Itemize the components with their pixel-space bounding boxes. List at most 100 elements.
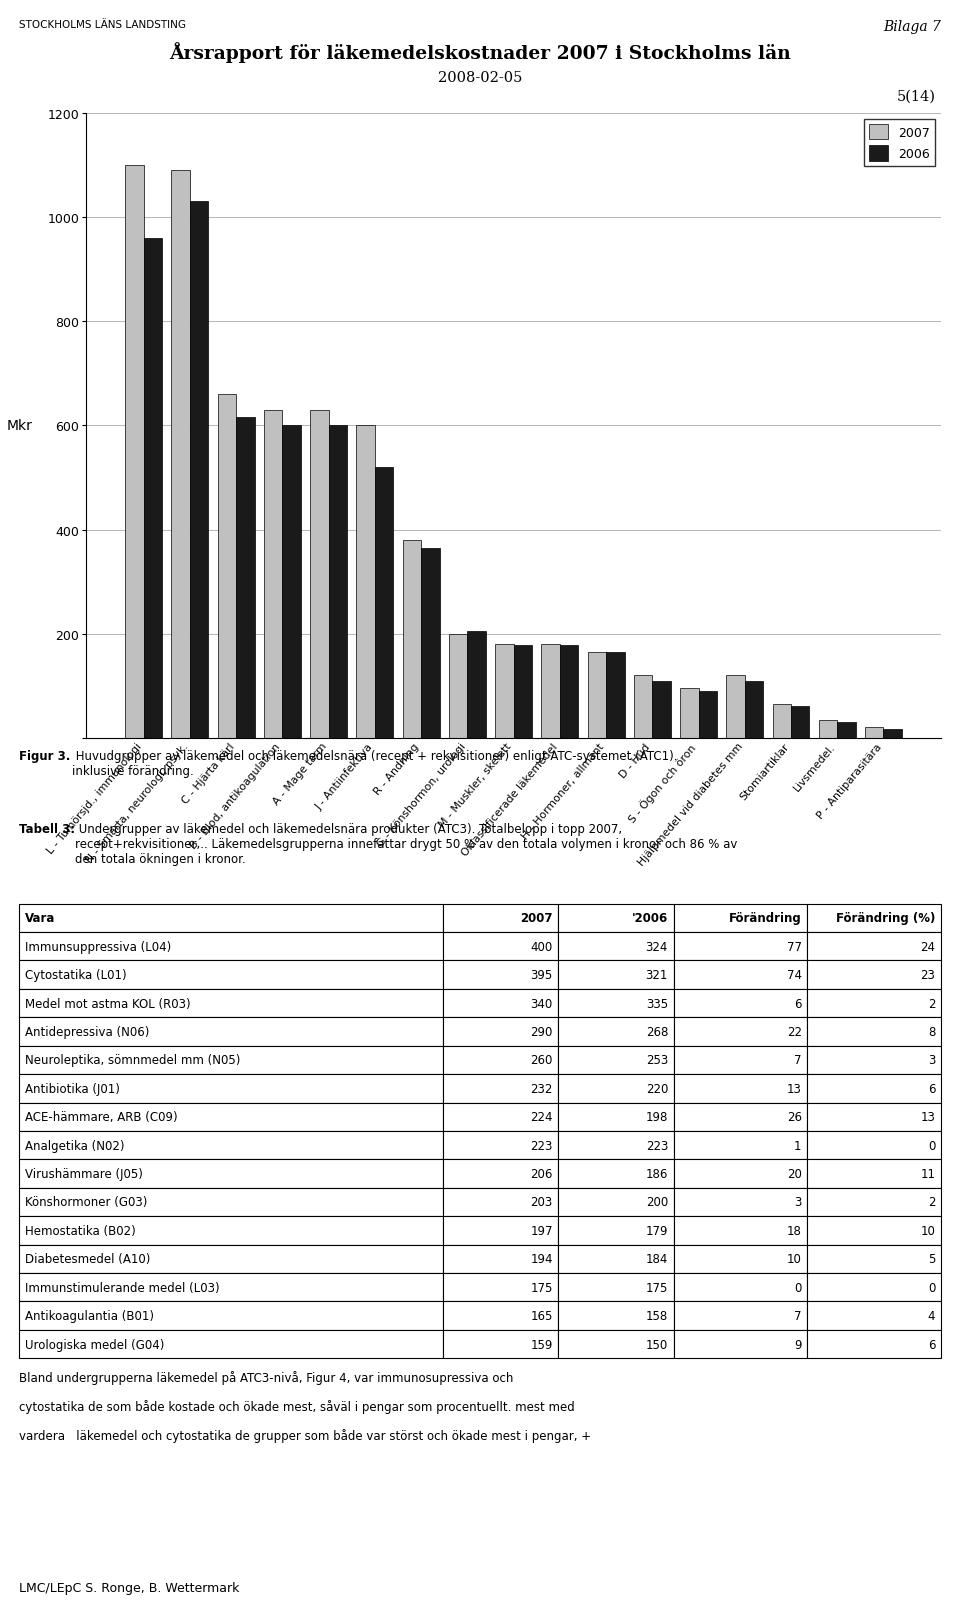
Bar [807,988,941,1018]
Bar [559,1329,674,1358]
Text: 5: 5 [928,1253,935,1266]
Bar [444,988,559,1018]
Bar [807,1045,941,1074]
Text: Vara: Vara [25,912,55,925]
Bar [559,1159,674,1188]
Bar [19,932,444,961]
Bar [468,631,486,738]
Bar [559,1302,674,1329]
Text: LMC/LEpC S. Ronge, B. Wettermark: LMC/LEpC S. Ronge, B. Wettermark [19,1581,240,1594]
Bar [559,988,674,1018]
Bar [699,691,717,738]
Bar [19,1159,444,1188]
Text: 2007: 2007 [520,912,553,925]
Text: 2: 2 [927,997,935,1010]
Bar [674,1159,807,1188]
Bar [674,1302,807,1329]
Bar [444,1188,559,1217]
Bar [444,1018,559,1045]
Bar [19,988,444,1018]
Legend: 2007, 2006: 2007, 2006 [864,120,934,167]
Text: 324: 324 [646,940,668,953]
Bar [218,394,236,738]
Text: 198: 198 [646,1110,668,1123]
Text: 223: 223 [646,1139,668,1152]
Bar [559,1018,674,1045]
Bar [444,904,559,932]
Bar [444,1217,559,1245]
Text: 9: 9 [794,1337,802,1350]
Text: Neuroleptika, sömnmedel mm (N05): Neuroleptika, sömnmedel mm (N05) [25,1053,240,1066]
Text: 175: 175 [646,1281,668,1294]
Text: 10: 10 [921,1224,935,1237]
Bar [236,419,254,738]
Text: Immunsuppressiva (L04): Immunsuppressiva (L04) [25,940,171,953]
Text: 7: 7 [794,1053,802,1066]
Text: 321: 321 [646,969,668,982]
Text: 5(14): 5(14) [897,89,936,104]
Text: 20: 20 [787,1167,802,1180]
Text: Diabetesmedel (A10): Diabetesmedel (A10) [25,1253,150,1266]
Text: STOCKHOLMS LÄNS LANDSTING: STOCKHOLMS LÄNS LANDSTING [19,19,186,31]
Text: 10: 10 [787,1253,802,1266]
Bar [807,1329,941,1358]
Bar [421,549,440,738]
Bar [559,1131,674,1159]
Bar [807,1188,941,1217]
Bar [674,1018,807,1045]
Text: vardera   läkemedel och cytostatika de grupper som både var störst och ökade mes: vardera läkemedel och cytostatika de gru… [19,1428,591,1443]
Bar [514,646,532,738]
Bar [807,1245,941,1272]
Bar [375,467,394,738]
Bar [674,1217,807,1245]
Bar [634,675,652,738]
Text: 340: 340 [531,997,553,1010]
Bar [19,1245,444,1272]
Text: Tabell 3:: Tabell 3: [19,823,75,836]
Text: Undergrupper av läkemedel och läkemedelsnära produkter (ATC3). Totalbelopp i top: Undergrupper av läkemedel och läkemedels… [75,823,737,865]
Text: Hemostatika (B02): Hemostatika (B02) [25,1224,135,1237]
Bar [674,1188,807,1217]
Bar [19,1104,444,1131]
Text: 24: 24 [921,940,935,953]
Text: Urologiska medel (G04): Urologiska medel (G04) [25,1337,164,1350]
Bar [674,961,807,988]
Text: Antibiotika (J01): Antibiotika (J01) [25,1083,120,1096]
Bar [674,932,807,961]
Text: 232: 232 [531,1083,553,1096]
Text: 74: 74 [786,969,802,982]
Bar [807,1104,941,1131]
Bar [559,904,674,932]
Text: 158: 158 [646,1310,668,1323]
Text: 175: 175 [531,1281,553,1294]
Text: Bilaga 7: Bilaga 7 [883,19,941,34]
Bar [680,690,699,738]
Bar [444,1302,559,1329]
Text: 23: 23 [921,969,935,982]
Bar [559,1045,674,1074]
Text: Medel mot astma KOL (R03): Medel mot astma KOL (R03) [25,997,190,1010]
Bar [19,1302,444,1329]
Bar [727,675,745,738]
Bar [807,1272,941,1302]
Text: 203: 203 [531,1196,553,1209]
Bar [190,203,208,738]
Text: 179: 179 [645,1224,668,1237]
Text: 2008-02-05: 2008-02-05 [438,71,522,86]
Text: 18: 18 [787,1224,802,1237]
Text: cytostatika de som både kostade och ökade mest, såväl i pengar som procentuellt.: cytostatika de som både kostade och ökad… [19,1399,575,1414]
Bar [807,1074,941,1104]
Text: 335: 335 [646,997,668,1010]
Bar [559,1104,674,1131]
Bar [807,1302,941,1329]
Text: 206: 206 [531,1167,553,1180]
Bar [541,644,560,738]
Text: 194: 194 [530,1253,553,1266]
Text: 150: 150 [646,1337,668,1350]
Text: 6: 6 [927,1083,935,1096]
Bar [444,932,559,961]
Text: Cytostatika (L01): Cytostatika (L01) [25,969,127,982]
Bar [19,904,444,932]
Text: 0: 0 [794,1281,802,1294]
Bar [444,1272,559,1302]
